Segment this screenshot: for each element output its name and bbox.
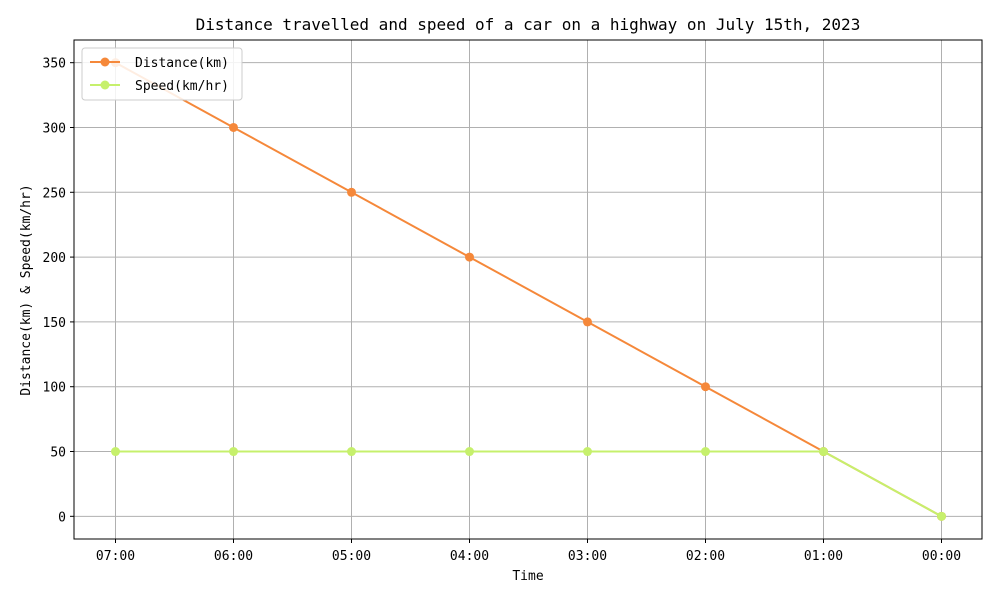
legend-label-speed: Speed(km/hr) xyxy=(135,79,229,94)
y-tick-label: 0 xyxy=(58,510,66,525)
y-tick-label: 50 xyxy=(50,446,66,461)
data-point-speed-km-hr xyxy=(701,447,710,457)
data-point-speed-km-hr xyxy=(583,447,592,457)
plot-frame xyxy=(73,39,983,540)
data-point-distance-km xyxy=(583,317,592,327)
data-point-distance-km xyxy=(465,252,474,262)
data-point-speed-km-hr xyxy=(111,447,120,457)
y-tick-label: 350 xyxy=(43,57,66,72)
x-tick-label: 06:00 xyxy=(214,549,253,564)
legend-label-distance: Distance(km) xyxy=(135,56,229,71)
x-axis-label: Time xyxy=(512,569,543,584)
legend: Distance(km) Speed(km/hr) xyxy=(81,47,243,101)
x-tick-label: 04:00 xyxy=(450,549,489,564)
data-point-speed-km-hr xyxy=(465,447,474,457)
data-point-distance-km xyxy=(347,187,356,197)
x-tick-label: 02:00 xyxy=(686,549,725,564)
x-tick-label: 00:00 xyxy=(922,549,961,564)
x-tick-label: 01:00 xyxy=(804,549,843,564)
x-tick-label: 05:00 xyxy=(332,549,371,564)
x-tick-label: 07:00 xyxy=(96,549,135,564)
chart-title: Distance travelled and speed of a car on… xyxy=(196,15,861,34)
series-line-speed-km-hr xyxy=(115,450,942,518)
y-tick-label: 200 xyxy=(43,251,66,266)
data-point-speed-km-hr xyxy=(347,447,356,457)
y-tick-label: 150 xyxy=(43,316,66,331)
data-point-distance-km xyxy=(229,122,238,132)
y-axis-label: Distance(km) & Speed(km/hr) xyxy=(19,184,34,395)
y-tick-label: 250 xyxy=(43,186,66,201)
series-line-distance-km xyxy=(115,61,942,518)
x-tick-label: 03:00 xyxy=(568,549,607,564)
data-point-distance-km xyxy=(701,382,710,392)
data-point-speed-km-hr xyxy=(229,447,238,457)
y-tick-label: 300 xyxy=(43,121,66,136)
data-point-speed-km-hr xyxy=(819,447,828,457)
series-layer xyxy=(111,58,946,521)
y-tick-label: 100 xyxy=(43,381,66,396)
x-axis-ticks: 07:00 06:00 05:00 04:00 03:00 02:00 01:00 00:00 xyxy=(96,539,961,564)
legend-box xyxy=(81,47,243,101)
data-point-speed-km-hr xyxy=(937,511,946,521)
y-axis-ticks: 0 50 100 150 200 250 300 350 xyxy=(43,57,74,525)
legend-marker-speed xyxy=(100,80,110,90)
legend-marker-distance xyxy=(100,57,110,67)
